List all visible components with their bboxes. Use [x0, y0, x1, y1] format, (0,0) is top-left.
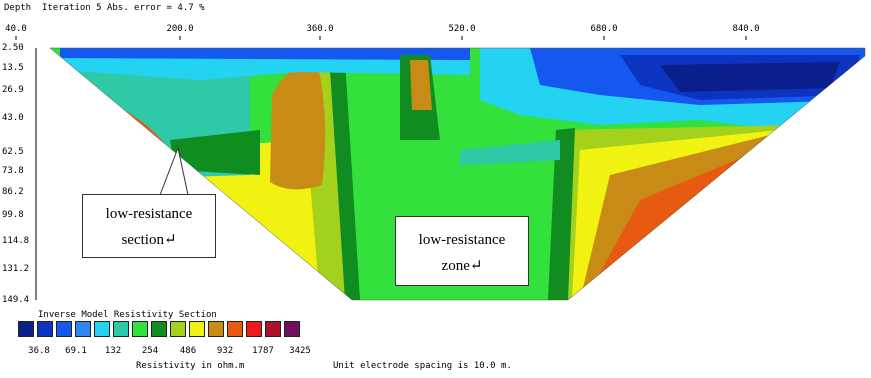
legend-swatch: [265, 321, 281, 337]
legend-swatch: [75, 321, 91, 337]
legend-title: Inverse Model Resistivity Section: [38, 310, 217, 320]
center-orange-spot: [410, 60, 432, 110]
resistivity-section: [15, 36, 866, 301]
legend-swatch: [208, 321, 224, 337]
colorbar-units: Resistivity in ohm.m: [136, 361, 245, 371]
x-tick-label: 520.0: [448, 24, 476, 34]
legend-label: 69.1: [65, 346, 87, 356]
x-tick-label: 200.0: [166, 24, 194, 34]
legend-swatch: [113, 321, 129, 337]
right-darkest-blue: [660, 62, 840, 92]
legend-label: 1787: [252, 346, 274, 356]
legend-swatch: [151, 321, 167, 337]
legend-label: 486: [179, 346, 197, 356]
x-tick-label: 40.0: [5, 24, 27, 34]
legend-swatch: [56, 321, 72, 337]
legend-swatch: [189, 321, 205, 337]
callout-line1: low-resistance: [418, 232, 506, 248]
legend-swatch: [18, 321, 34, 337]
low-resistance-zone-callout: low-resistance zone↵: [395, 216, 529, 286]
low-resistance-section-callout: low-resistance section↵: [82, 194, 216, 258]
legend-label: 36.8: [28, 346, 50, 356]
y-tick-label: 62.5: [2, 147, 24, 157]
y-tick-label: 2.50: [2, 43, 24, 53]
callout-pointer: [159, 146, 189, 196]
x-axis-ticks: [15, 36, 747, 40]
y-tick-label: 131.2: [2, 264, 30, 274]
right-dark-green-band: [548, 128, 575, 300]
legend-swatch: [246, 321, 262, 337]
section-outline: [49, 47, 866, 301]
legend-swatch: [170, 321, 186, 337]
x-tick-label: 680.0: [590, 24, 618, 34]
y-tick-label: 114.8: [2, 236, 30, 246]
legend-swatch: [132, 321, 148, 337]
legend-label: 932: [216, 346, 234, 356]
y-tick-label: 99.8: [2, 210, 24, 220]
callout-line2: section↵: [121, 232, 177, 248]
legend-swatch: [227, 321, 243, 337]
legend-label: 3425: [289, 346, 311, 356]
legend-swatch: [37, 321, 53, 337]
legend-label: 254: [141, 346, 159, 356]
legend-label: 132: [104, 346, 122, 356]
callout-line1: low-resistance: [105, 206, 193, 222]
chart-header: Depth Iteration 5 Abs. error = 4.7 %: [4, 3, 205, 13]
iteration-info: Iteration 5 Abs. error = 4.7 %: [41, 3, 205, 13]
y-tick-label: 149.4: [2, 295, 30, 305]
legend-swatch: [94, 321, 110, 337]
color-legend: [18, 321, 303, 337]
y-tick-label: 43.0: [2, 113, 24, 123]
y-tick-label: 86.2: [2, 187, 24, 197]
x-tick-label: 840.0: [732, 24, 760, 34]
y-tick-label: 73.8: [2, 166, 24, 176]
y-tick-label: 26.9: [2, 85, 24, 95]
electrode-spacing-note: Unit electrode spacing is 10.0 m.: [333, 361, 512, 371]
callout-line2: zone↵: [441, 258, 483, 274]
left-green-band: [170, 130, 260, 175]
center-teal-lens: [460, 140, 560, 165]
legend-swatch: [284, 321, 300, 337]
x-tick-label: 360.0: [306, 24, 334, 34]
top-blue-strip: [60, 48, 470, 60]
y-tick-label: 13.5: [2, 63, 24, 73]
depth-axis-label: Depth: [4, 3, 32, 13]
left-orange-lens: [270, 65, 326, 190]
